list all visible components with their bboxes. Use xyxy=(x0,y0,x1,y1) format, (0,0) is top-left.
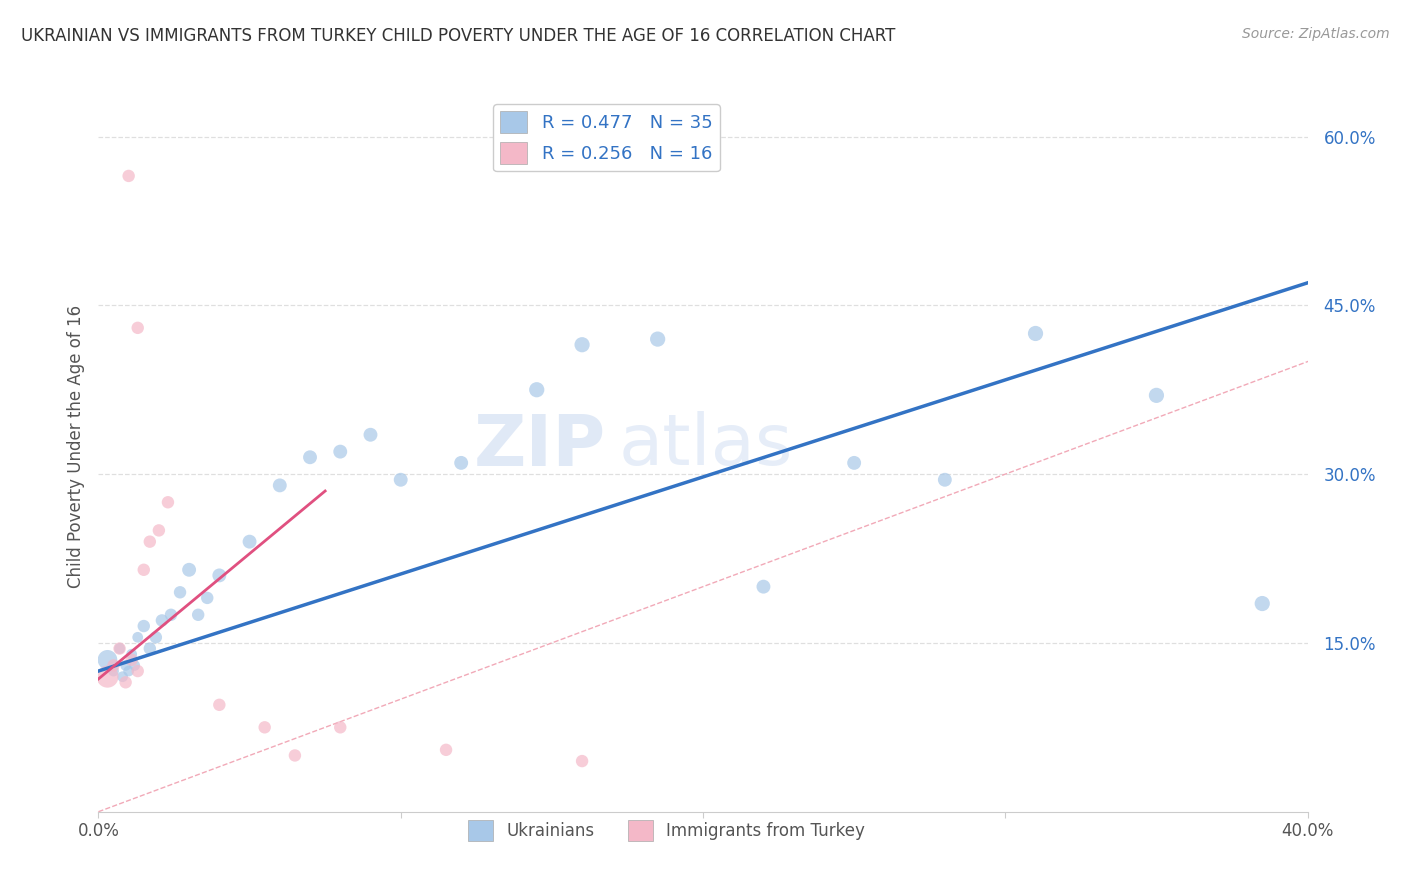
Y-axis label: Child Poverty Under the Age of 16: Child Poverty Under the Age of 16 xyxy=(66,304,84,588)
Point xyxy=(150,614,173,628)
Point xyxy=(132,619,155,633)
Point xyxy=(127,321,149,335)
Point xyxy=(121,647,143,661)
Point xyxy=(208,568,231,582)
Point xyxy=(269,478,291,492)
Point xyxy=(1251,597,1274,611)
Point xyxy=(1024,326,1046,341)
Point xyxy=(145,630,167,644)
Point xyxy=(132,563,155,577)
Legend: Ukrainians, Immigrants from Turkey: Ukrainians, Immigrants from Turkey xyxy=(461,814,872,847)
Point xyxy=(647,332,669,346)
Point xyxy=(179,563,201,577)
Point xyxy=(96,653,118,667)
Point xyxy=(103,664,125,678)
Point xyxy=(103,658,125,673)
Point xyxy=(108,641,131,656)
Point xyxy=(526,383,548,397)
Point xyxy=(844,456,866,470)
Point xyxy=(160,607,183,622)
Text: Source: ZipAtlas.com: Source: ZipAtlas.com xyxy=(1241,27,1389,41)
Text: atlas: atlas xyxy=(619,411,793,481)
Point xyxy=(208,698,231,712)
Point xyxy=(571,754,593,768)
Point xyxy=(124,658,146,673)
Point xyxy=(329,720,352,734)
Point xyxy=(114,675,136,690)
Point xyxy=(284,748,307,763)
Point xyxy=(253,720,276,734)
Point xyxy=(752,580,775,594)
Point xyxy=(118,169,141,183)
Point xyxy=(329,444,352,458)
Point xyxy=(108,641,131,656)
Point xyxy=(434,743,457,757)
Point xyxy=(450,456,472,470)
Point xyxy=(195,591,218,605)
Point xyxy=(96,670,118,684)
Point xyxy=(1144,388,1167,402)
Point xyxy=(139,641,162,656)
Point xyxy=(148,524,170,538)
Point xyxy=(169,585,191,599)
Point xyxy=(127,664,149,678)
Point xyxy=(239,534,262,549)
Point xyxy=(156,495,179,509)
Point xyxy=(121,653,143,667)
Text: UKRAINIAN VS IMMIGRANTS FROM TURKEY CHILD POVERTY UNDER THE AGE OF 16 CORRELATIO: UKRAINIAN VS IMMIGRANTS FROM TURKEY CHIL… xyxy=(21,27,896,45)
Point xyxy=(111,670,134,684)
Point xyxy=(139,534,162,549)
Point xyxy=(118,664,141,678)
Point xyxy=(934,473,956,487)
Point xyxy=(127,630,149,644)
Point xyxy=(114,658,136,673)
Point xyxy=(571,337,593,351)
Point xyxy=(187,607,209,622)
Point xyxy=(299,450,322,465)
Point xyxy=(360,427,382,442)
Point xyxy=(389,473,412,487)
Text: ZIP: ZIP xyxy=(474,411,606,481)
